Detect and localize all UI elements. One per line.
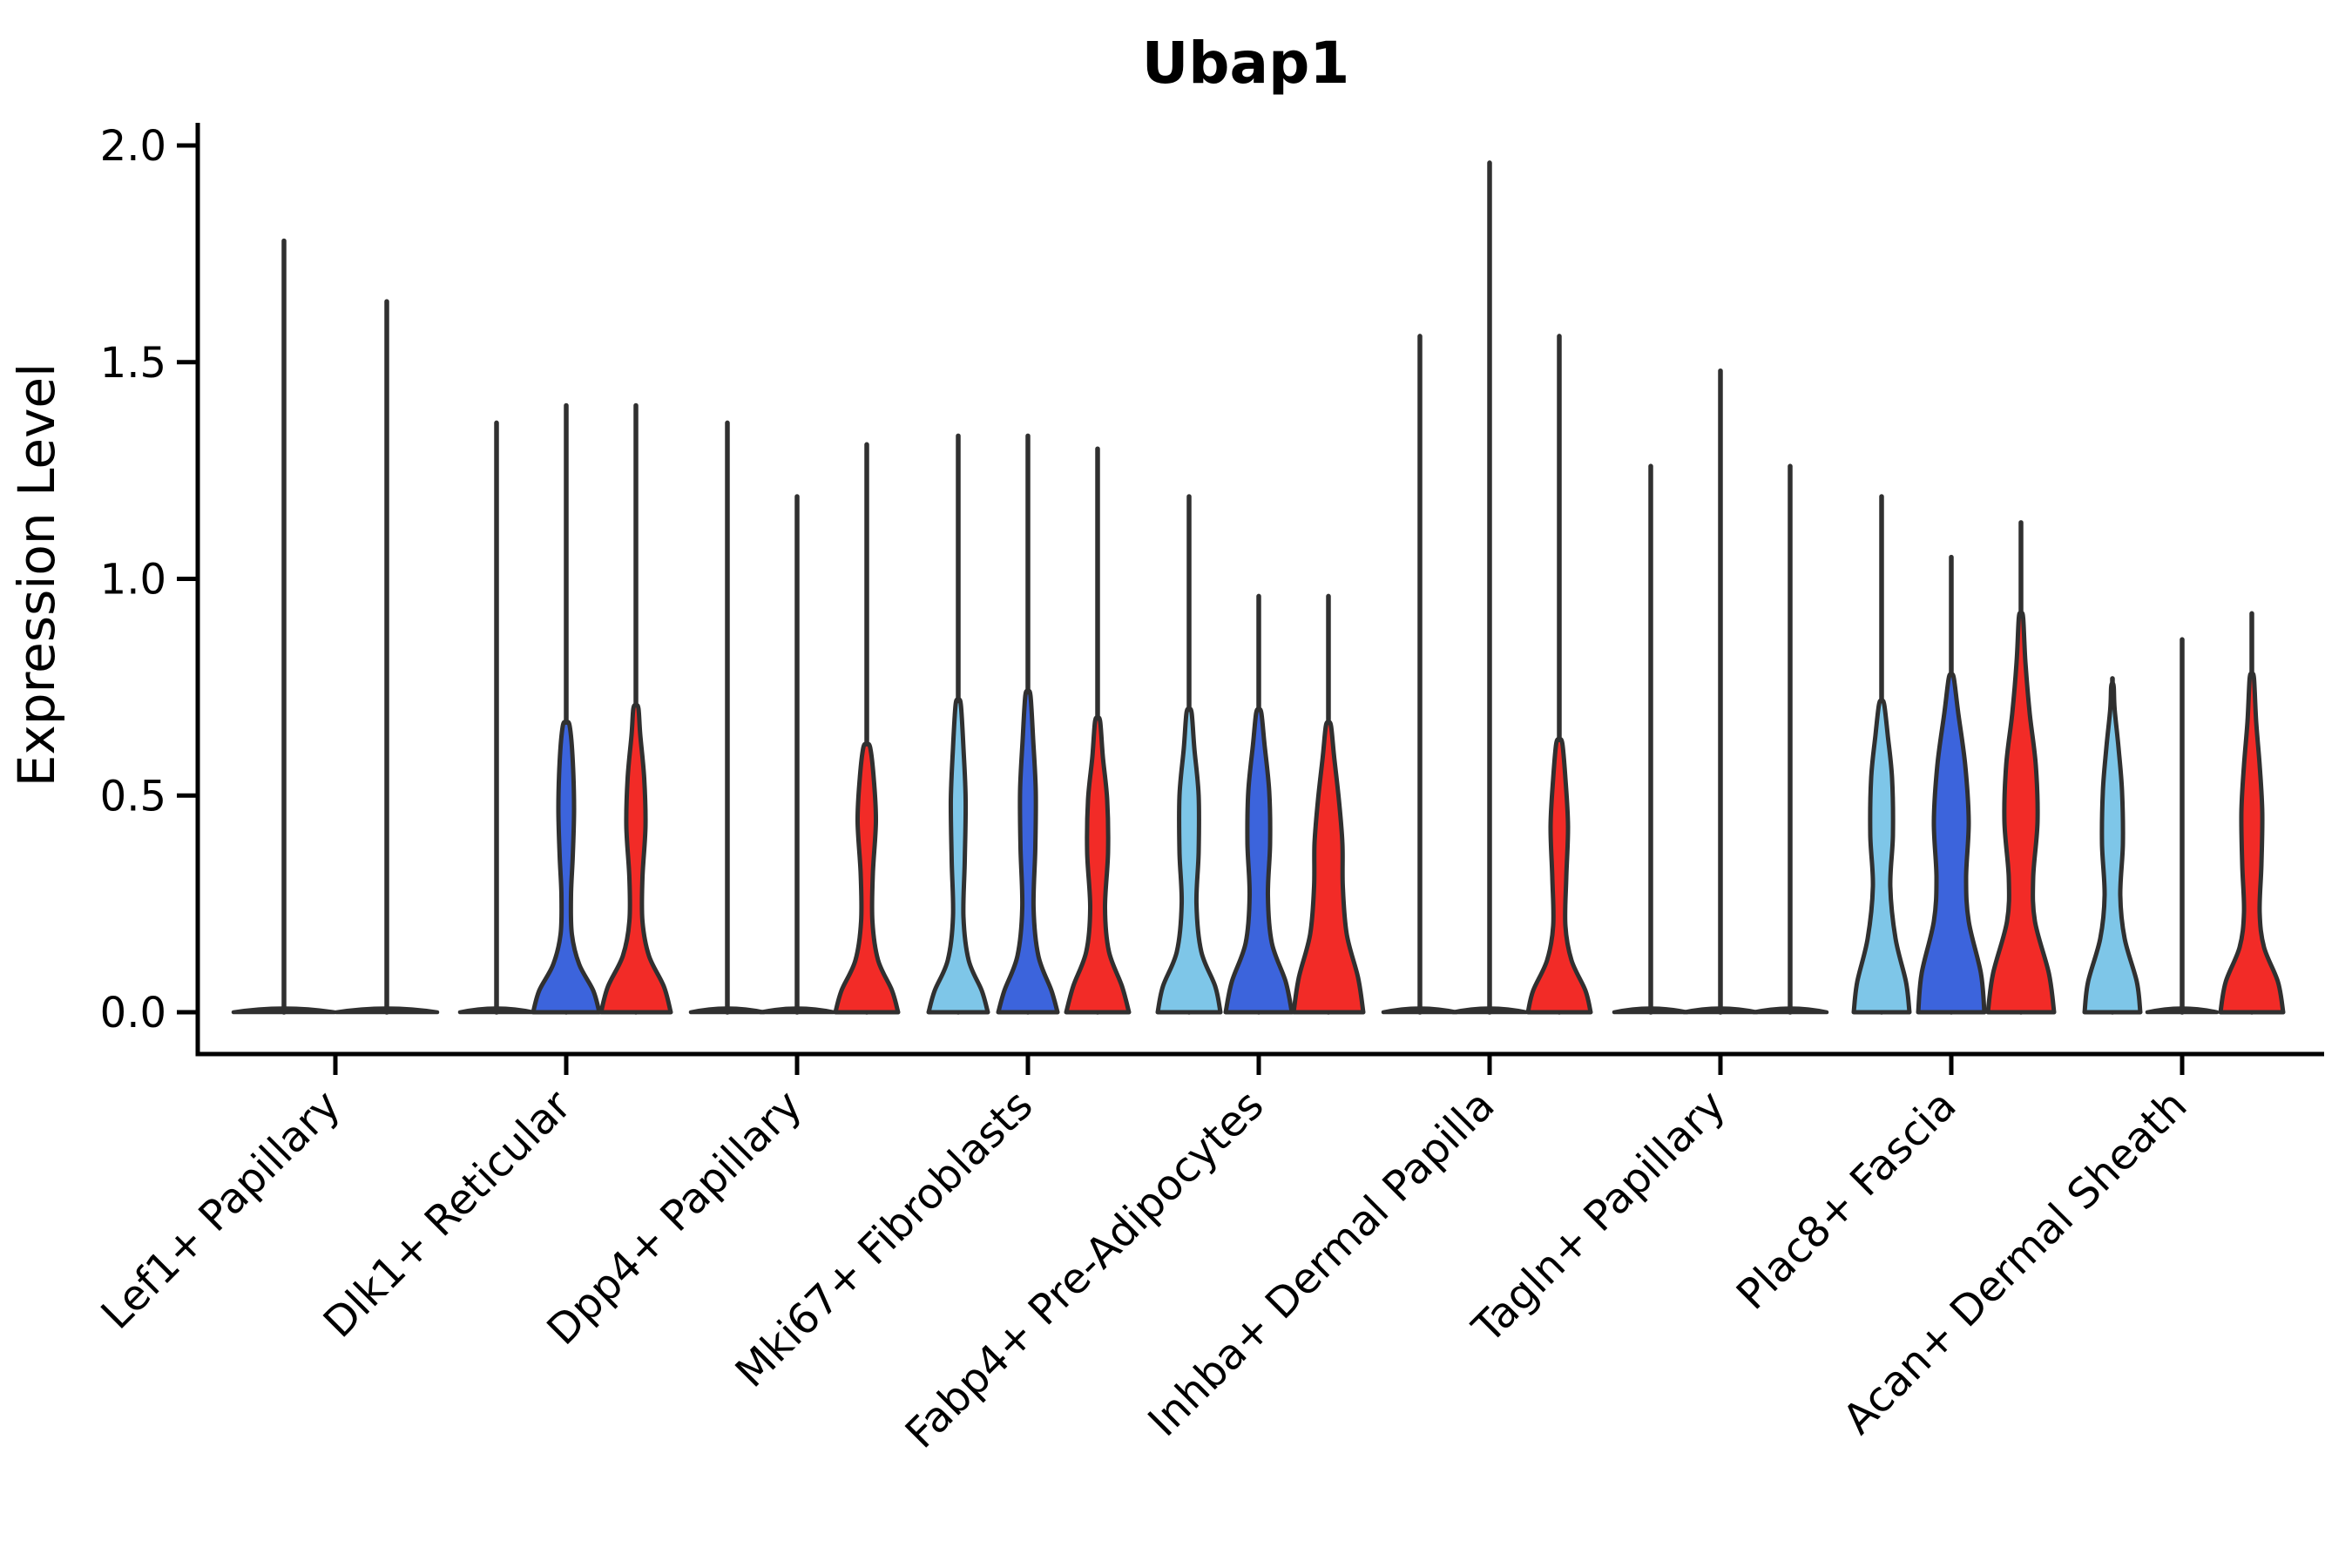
y-tick-label: 1.5 (100, 339, 166, 388)
x-tick-label: Lef1+ Papillary (92, 1081, 350, 1339)
violins-layer (231, 160, 2286, 1015)
violin-flat (334, 1006, 440, 1015)
violin-flat (1681, 1006, 1760, 1015)
violin (2218, 672, 2286, 1015)
violin (1291, 720, 1366, 1015)
violin-flat (1381, 1006, 1459, 1015)
y-tick-label: 0.5 (100, 772, 166, 821)
x-tick-label: Plac8+ Fascia (1727, 1081, 1966, 1320)
violin (996, 688, 1060, 1015)
violin (531, 720, 602, 1015)
violin (1223, 706, 1294, 1015)
violin-flat (2145, 1006, 2220, 1015)
violin (2082, 681, 2143, 1015)
y-axis-label: Expression Level (7, 363, 66, 787)
x-tick-label: Tagln+ Papillary (1463, 1081, 1734, 1353)
violin (1916, 672, 1987, 1015)
violin-flat (758, 1006, 836, 1015)
y-tick-label: 2.0 (100, 122, 166, 171)
violin-flat (1751, 1006, 1829, 1015)
violin-flat (231, 1006, 337, 1015)
violin (1985, 611, 2057, 1015)
violin-flat (457, 1006, 536, 1015)
y-tick-label: 0.0 (100, 989, 166, 1037)
violin (598, 703, 673, 1015)
y-tick-label: 1.0 (100, 556, 166, 605)
violin (1155, 706, 1223, 1015)
violin-flat (688, 1006, 767, 1015)
violin (1064, 715, 1132, 1015)
violin (833, 741, 901, 1015)
violin (926, 697, 990, 1015)
violin (1525, 737, 1593, 1015)
x-tick-label: Dpp4+ Papillary (537, 1081, 811, 1355)
violin-flat (1450, 1006, 1529, 1015)
x-tick-label: Dlk1+ Reticular (314, 1081, 581, 1348)
plot-title: Ubap1 (1142, 30, 1350, 97)
violin (1851, 698, 1912, 1015)
violin-flat (1612, 1006, 1690, 1015)
